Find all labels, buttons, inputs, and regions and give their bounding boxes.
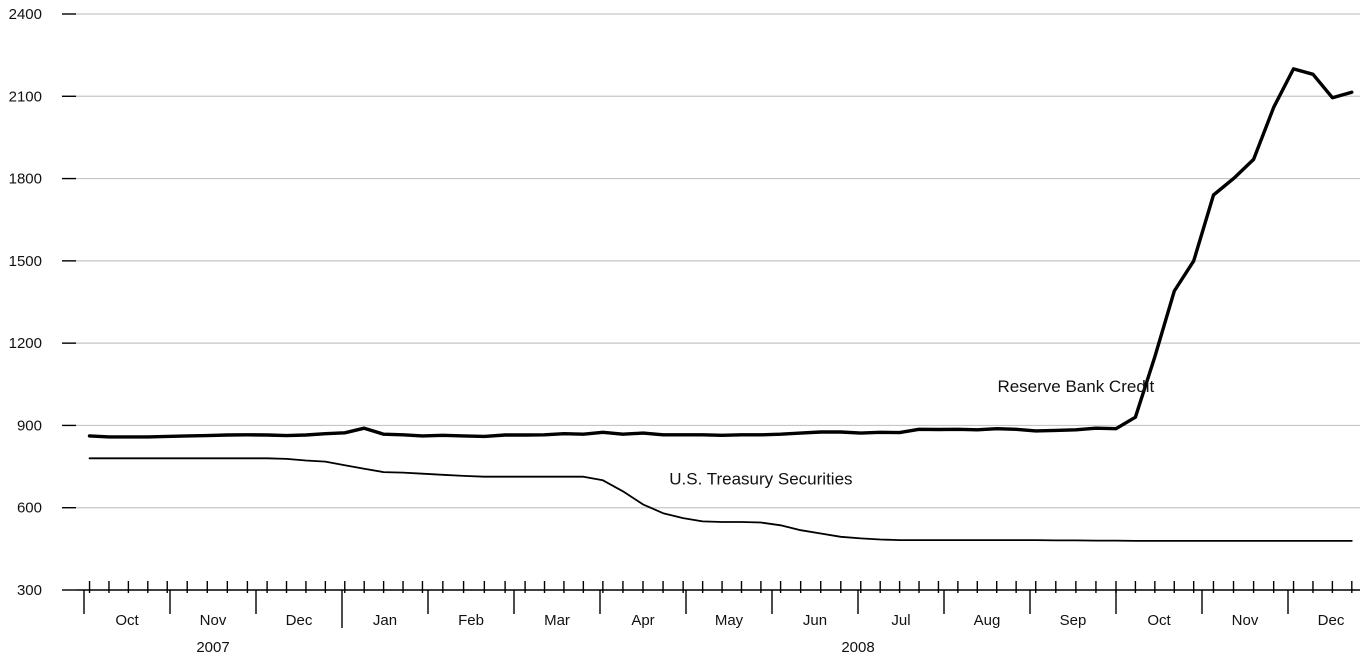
- x-month-label: Jan: [373, 612, 397, 629]
- y-tick-label: 900: [17, 417, 42, 434]
- x-month-label: Dec: [286, 612, 313, 629]
- x-year-label: 2007: [196, 639, 229, 656]
- x-month-label: May: [715, 612, 744, 629]
- x-month-label: Oct: [1147, 612, 1171, 629]
- y-tick-label: 2100: [9, 88, 42, 105]
- series-lines: [87, 67, 1354, 542]
- x-month-label: Nov: [200, 612, 227, 629]
- x-month-label: Mar: [544, 612, 570, 629]
- x-month-label: Jun: [803, 612, 827, 629]
- y-axis: 300 600 900 1200 1500 1800 2100 2400: [9, 6, 76, 599]
- x-month-label: Sep: [1060, 612, 1087, 629]
- x-month-label: Apr: [631, 612, 654, 629]
- y-tick-label: 1800: [9, 171, 42, 188]
- y-tick-label: 1200: [9, 335, 42, 352]
- x-month-label: Jul: [891, 612, 910, 629]
- series-label: Reserve Bank Credit: [997, 377, 1154, 396]
- x-month-label: Aug: [974, 612, 1001, 629]
- series-label: U.S. Treasury Securities: [669, 470, 852, 489]
- annotations: Reserve Bank Credit U.S. Treasury Securit…: [669, 377, 1154, 489]
- x-month-label: Oct: [115, 612, 139, 629]
- y-tick-label: 600: [17, 500, 42, 517]
- x-axis: Oct Nov Dec Jan Feb Mar Apr May Jun Jul Aug Sep Oct N…: [76, 581, 1360, 656]
- series-line-reserve-bank-credit: [87, 67, 1354, 439]
- y-tick-label: 2400: [9, 6, 42, 23]
- gridlines: [76, 13, 1360, 509]
- x-month-label: Dec: [1318, 612, 1345, 629]
- y-tick-label: 1500: [9, 253, 42, 270]
- x-month-label: Feb: [458, 612, 484, 629]
- series-line-us-treasury-securities: [88, 457, 1353, 542]
- x-year-label: 2008: [841, 639, 874, 656]
- x-month-label: Nov: [1232, 612, 1259, 629]
- y-tick-label: 300: [17, 582, 42, 599]
